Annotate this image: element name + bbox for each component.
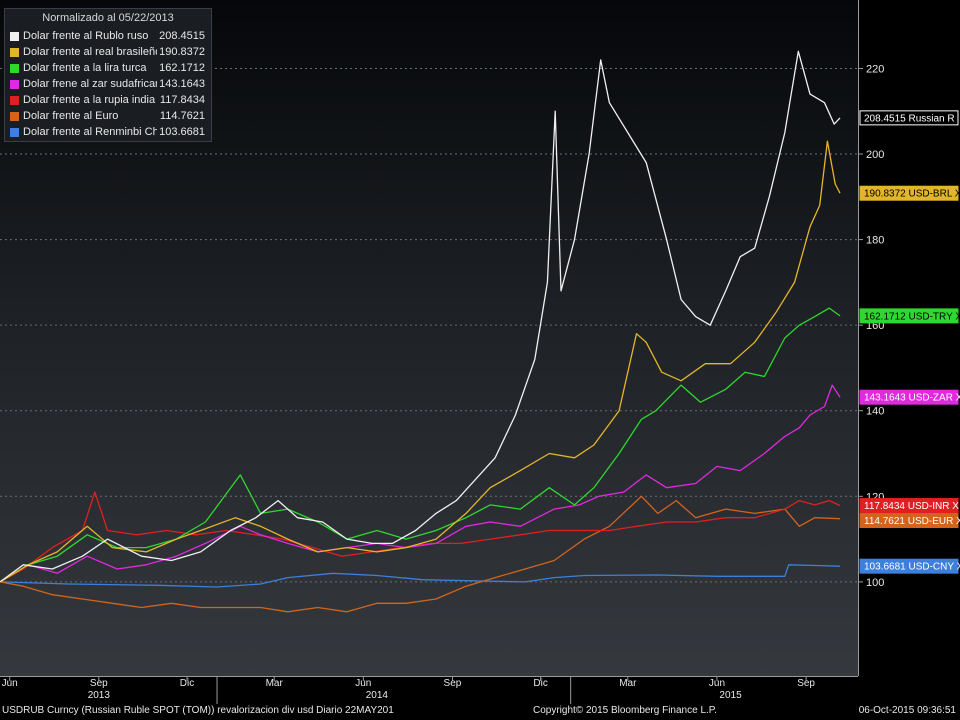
legend-entry: Dolar frente al Renminbi Chino103.6681 <box>5 124 211 140</box>
legend-swatch <box>10 31 19 41</box>
series-line <box>0 307 841 583</box>
legend-entry-name: Dolar frene al zar sudafricano <box>23 78 157 90</box>
x-year-label: 2013 <box>88 690 111 701</box>
y-tick-label: 140 <box>866 406 884 418</box>
legend-entry-name: Dolar frente a la rupia india <box>23 94 156 106</box>
legend-swatch <box>10 79 19 89</box>
y-tick-label: 220 <box>866 63 884 75</box>
legend-entry-value: 143.1643 <box>159 78 205 90</box>
x-tick-label: Sep <box>444 678 462 689</box>
last-value-tag-box <box>859 558 959 574</box>
series-line <box>0 491 841 583</box>
last-value-tag-label: 143.1643 USD-ZAR X <box>864 393 960 404</box>
legend-swatch <box>10 111 19 121</box>
last-value-tag-label: 162.1712 USD-TRY X <box>864 311 960 322</box>
last-value-tag-box <box>859 389 959 405</box>
legend-entry: Dolar frente al Euro 114.7621 <box>5 108 211 124</box>
legend-swatch <box>10 47 19 57</box>
last-value-tag-label: 208.4515 Russian R <box>864 113 955 124</box>
footer-right: 06-Oct-2015 09:36:51 <box>858 705 956 716</box>
last-value-tag-label: 117.8434 USD-INR X <box>864 501 959 512</box>
legend: Normalizado al 05/22/2013 Dolar frente a… <box>4 8 212 142</box>
footer-left: USDRUB Curncy (Russian Ruble SPOT (TOM))… <box>2 705 394 716</box>
legend-entry-value: 117.8434 <box>159 94 205 106</box>
last-value-tag-box <box>859 308 959 324</box>
legend-title: Normalizado al 05/22/2013 <box>42 12 174 24</box>
x-tick-label: Dic <box>533 678 547 689</box>
legend-entry-value: 190.8372 <box>159 46 205 58</box>
last-value-tag-label: 190.8372 USD-BRL X <box>864 189 960 200</box>
legend-entry-name: Dolar frente a la lira turca <box>23 62 147 74</box>
series-lines <box>0 50 841 613</box>
legend-entry-value: 114.7621 <box>159 110 205 122</box>
legend-entry: Dolar frente a la lira turca 162.1712 <box>5 60 211 76</box>
legend-entry-name: Dolar frente al real brasileño <box>23 46 157 58</box>
legend-entry: Dolar frene al zar sudafricano 143.1643 <box>5 76 211 92</box>
x-tick-label: Sep <box>797 678 815 689</box>
legend-entry-value: 208.4515 <box>159 30 205 42</box>
x-tick-label: Jun <box>355 678 371 689</box>
x-year-label: 2015 <box>719 690 742 701</box>
x-tick-label: Sep <box>90 678 108 689</box>
footer-center: Copyright© 2015 Bloomberg Finance L.P. <box>533 705 717 716</box>
x-year-label: 2014 <box>366 690 389 701</box>
grid-lines <box>0 67 858 583</box>
legend-entry-value: 162.1712 <box>159 62 205 74</box>
legend-entry: Dolar frente al Rublo ruso 208.4515 <box>5 28 211 44</box>
legend-swatch <box>10 95 19 105</box>
x-tick-label: Mar <box>619 678 637 689</box>
series-line <box>0 384 841 583</box>
legend-entry-value: 103.6681 <box>159 126 205 138</box>
last-value-tag-label: 114.7621 USD-EUR X <box>864 516 960 527</box>
legend-entry: Dolar frente al real brasileño 190.8372 <box>5 44 211 60</box>
last-value-tag-box <box>859 498 959 514</box>
y-tick-label: 180 <box>866 235 884 247</box>
legend-entry-name: Dolar frente al Rublo ruso <box>23 30 149 42</box>
last-value-tag-box <box>859 185 959 201</box>
legend-rows: Dolar frente al Rublo ruso 208.4515 Dolar … <box>5 28 211 140</box>
legend-entry-name: Dolar frente al Renminbi Chino <box>23 126 157 138</box>
year-separators <box>216 676 572 704</box>
series-line <box>0 140 841 583</box>
x-tick-label: Dic <box>180 678 194 689</box>
legend-entry-name: Dolar frente al Euro <box>23 110 119 122</box>
legend-entry: Dolar frente a la rupia india 117.8434 <box>5 92 211 108</box>
last-value-tag-box <box>859 110 959 126</box>
last-value-tag-label: 103.6681 USD-CNY X <box>864 562 960 573</box>
x-tick-label: Jun <box>2 678 18 689</box>
legend-swatch <box>10 127 19 137</box>
series-line <box>0 495 841 613</box>
last-value-tags: 208.4515 Russian R 190.8372 USD-BRL X 162.… <box>859 110 960 574</box>
last-value-tag-box <box>859 513 959 529</box>
y-tick-label: 100 <box>866 577 884 589</box>
y-tick-label: 200 <box>866 149 884 161</box>
x-tick-label: Jun <box>709 678 725 689</box>
x-tick-label: Mar <box>266 678 284 689</box>
series-line <box>0 50 841 583</box>
legend-swatch <box>10 63 19 73</box>
